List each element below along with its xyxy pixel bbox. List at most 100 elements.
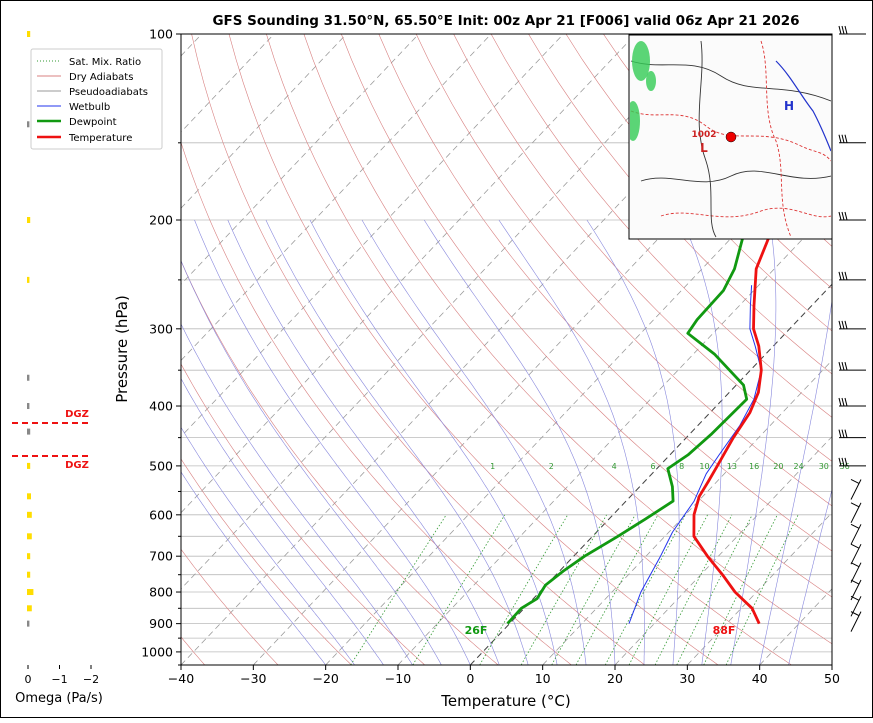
wind-barb	[851, 596, 861, 616]
omega-bar	[27, 512, 32, 518]
x-tick-label: 10	[535, 671, 551, 686]
surface-temperature-label: 88F	[713, 624, 736, 637]
pseudoadiabat	[499, 220, 645, 665]
inset-map-precip	[626, 101, 640, 141]
y-tick-label: 200	[149, 213, 173, 228]
mixing-ratio-line	[726, 515, 798, 665]
legend-mixing-ratio: Sat. Mix. Ratio	[69, 57, 141, 68]
pseudoadiabat	[228, 220, 500, 665]
y-tick-label: 500	[149, 458, 173, 473]
dry-adiabat	[154, 34, 571, 665]
x-tick-label: −30	[240, 671, 266, 686]
wind-barb	[851, 524, 861, 544]
legend-dry-adiabats: Dry Adiabats	[69, 72, 133, 83]
mixing-ratio-label: 24	[794, 462, 804, 471]
inset-map-high-label: H	[784, 99, 794, 113]
omega-bar	[27, 553, 30, 559]
chart-title: GFS Sounding 31.50°N, 65.50°E Init: 00z …	[212, 13, 799, 29]
mixing-ratio-line	[704, 515, 778, 665]
y-axis-label: Pressure (hPa)	[113, 295, 131, 403]
isotherm	[109, 34, 708, 665]
wind-barb	[839, 272, 866, 280]
omega-bar	[27, 572, 30, 578]
mixing-ratio-label: 16	[749, 462, 759, 471]
x-tick-label: −20	[312, 671, 338, 686]
inset-map: 1002 L H	[626, 35, 832, 239]
inset-map-low-label: L	[700, 141, 708, 155]
mixing-ratio-label: 13	[727, 462, 737, 471]
pseudoadiabat	[195, 220, 471, 665]
x-tick-label: 20	[607, 671, 623, 686]
wind-barb	[851, 503, 861, 523]
x-tick-label: 50	[824, 671, 840, 686]
omega-bar	[27, 621, 29, 627]
omega-axis-label: Omega (Pa/s)	[15, 691, 103, 706]
pseudoadiabat	[731, 220, 776, 665]
wind-barb	[851, 479, 861, 499]
inset-map-location-marker	[726, 132, 736, 142]
dgz-label-bottom: DGZ	[65, 460, 89, 471]
omega-x-tick-label: −1	[51, 673, 67, 686]
wetbulb-profile-line	[629, 285, 761, 623]
pseudoadiabat	[266, 220, 528, 665]
omega-bar	[27, 493, 31, 499]
wind-barb	[839, 430, 866, 438]
wind-barb	[839, 321, 866, 329]
dgz-label-top: DGZ	[65, 409, 89, 420]
x-tick-label: −10	[385, 671, 411, 686]
legend-temperature: Temperature	[68, 133, 132, 144]
wind-barb	[851, 612, 861, 632]
isotherm	[832, 34, 873, 665]
omega-bar	[27, 375, 29, 381]
legend-pseudoadiabats: Pseudoadiabats	[69, 87, 148, 98]
mixing-ratio-label: 20	[773, 462, 783, 471]
mixing-ratio-line	[552, 515, 636, 665]
omega-bar	[27, 605, 32, 611]
omega-bar	[27, 217, 30, 223]
legend-dewpoint: Dewpoint	[69, 117, 117, 128]
dry-adiabat	[828, 34, 873, 665]
mixing-ratio-label: 2	[549, 462, 554, 471]
mixing-ratio-label: 8	[679, 462, 684, 471]
y-tick-label: 400	[149, 399, 173, 414]
wind-barb	[839, 212, 866, 220]
pseudoadiabat	[587, 220, 679, 665]
omega-bar	[27, 589, 33, 595]
inset-map-precip	[646, 71, 656, 91]
x-tick-label: 40	[752, 671, 768, 686]
x-tick-label: 30	[679, 671, 695, 686]
x-axis-label: Temperature (°C)	[440, 692, 570, 710]
mixing-ratio-label: 1	[490, 462, 495, 471]
wind-barb	[851, 544, 861, 564]
mixing-ratio-label: 30	[819, 462, 829, 471]
pseudoadiabat	[91, 220, 355, 665]
mixing-ratio-label: 6	[651, 462, 656, 471]
pseudoadiabat	[424, 220, 615, 665]
omega-bar	[27, 121, 29, 127]
y-tick-label: 1000	[141, 644, 173, 659]
omega-bar	[27, 533, 32, 539]
legend-wetbulb: Wetbulb	[69, 102, 110, 113]
wind-barb	[839, 135, 866, 143]
wind-barb	[839, 362, 866, 370]
omega-bar	[27, 403, 29, 409]
y-tick-label: 600	[149, 507, 173, 522]
mixing-ratio-line	[413, 515, 505, 665]
omega-x-tick-label: 0	[25, 673, 32, 686]
mixing-ratio-label: 4	[612, 462, 617, 471]
wind-barb	[839, 398, 866, 406]
y-tick-label: 800	[149, 585, 173, 600]
omega-bar	[27, 463, 30, 469]
wind-barbs	[839, 26, 866, 632]
y-tick-label: 300	[149, 321, 173, 336]
x-tick-label: −40	[168, 671, 194, 686]
wind-barb	[851, 563, 861, 583]
dry-adiabat	[866, 34, 873, 665]
pseudoadiabat	[138, 220, 412, 665]
omega-bar	[27, 277, 29, 283]
omega-x-tick-label: −2	[83, 673, 99, 686]
omega-bar	[27, 31, 30, 37]
omega-bar	[27, 429, 30, 435]
